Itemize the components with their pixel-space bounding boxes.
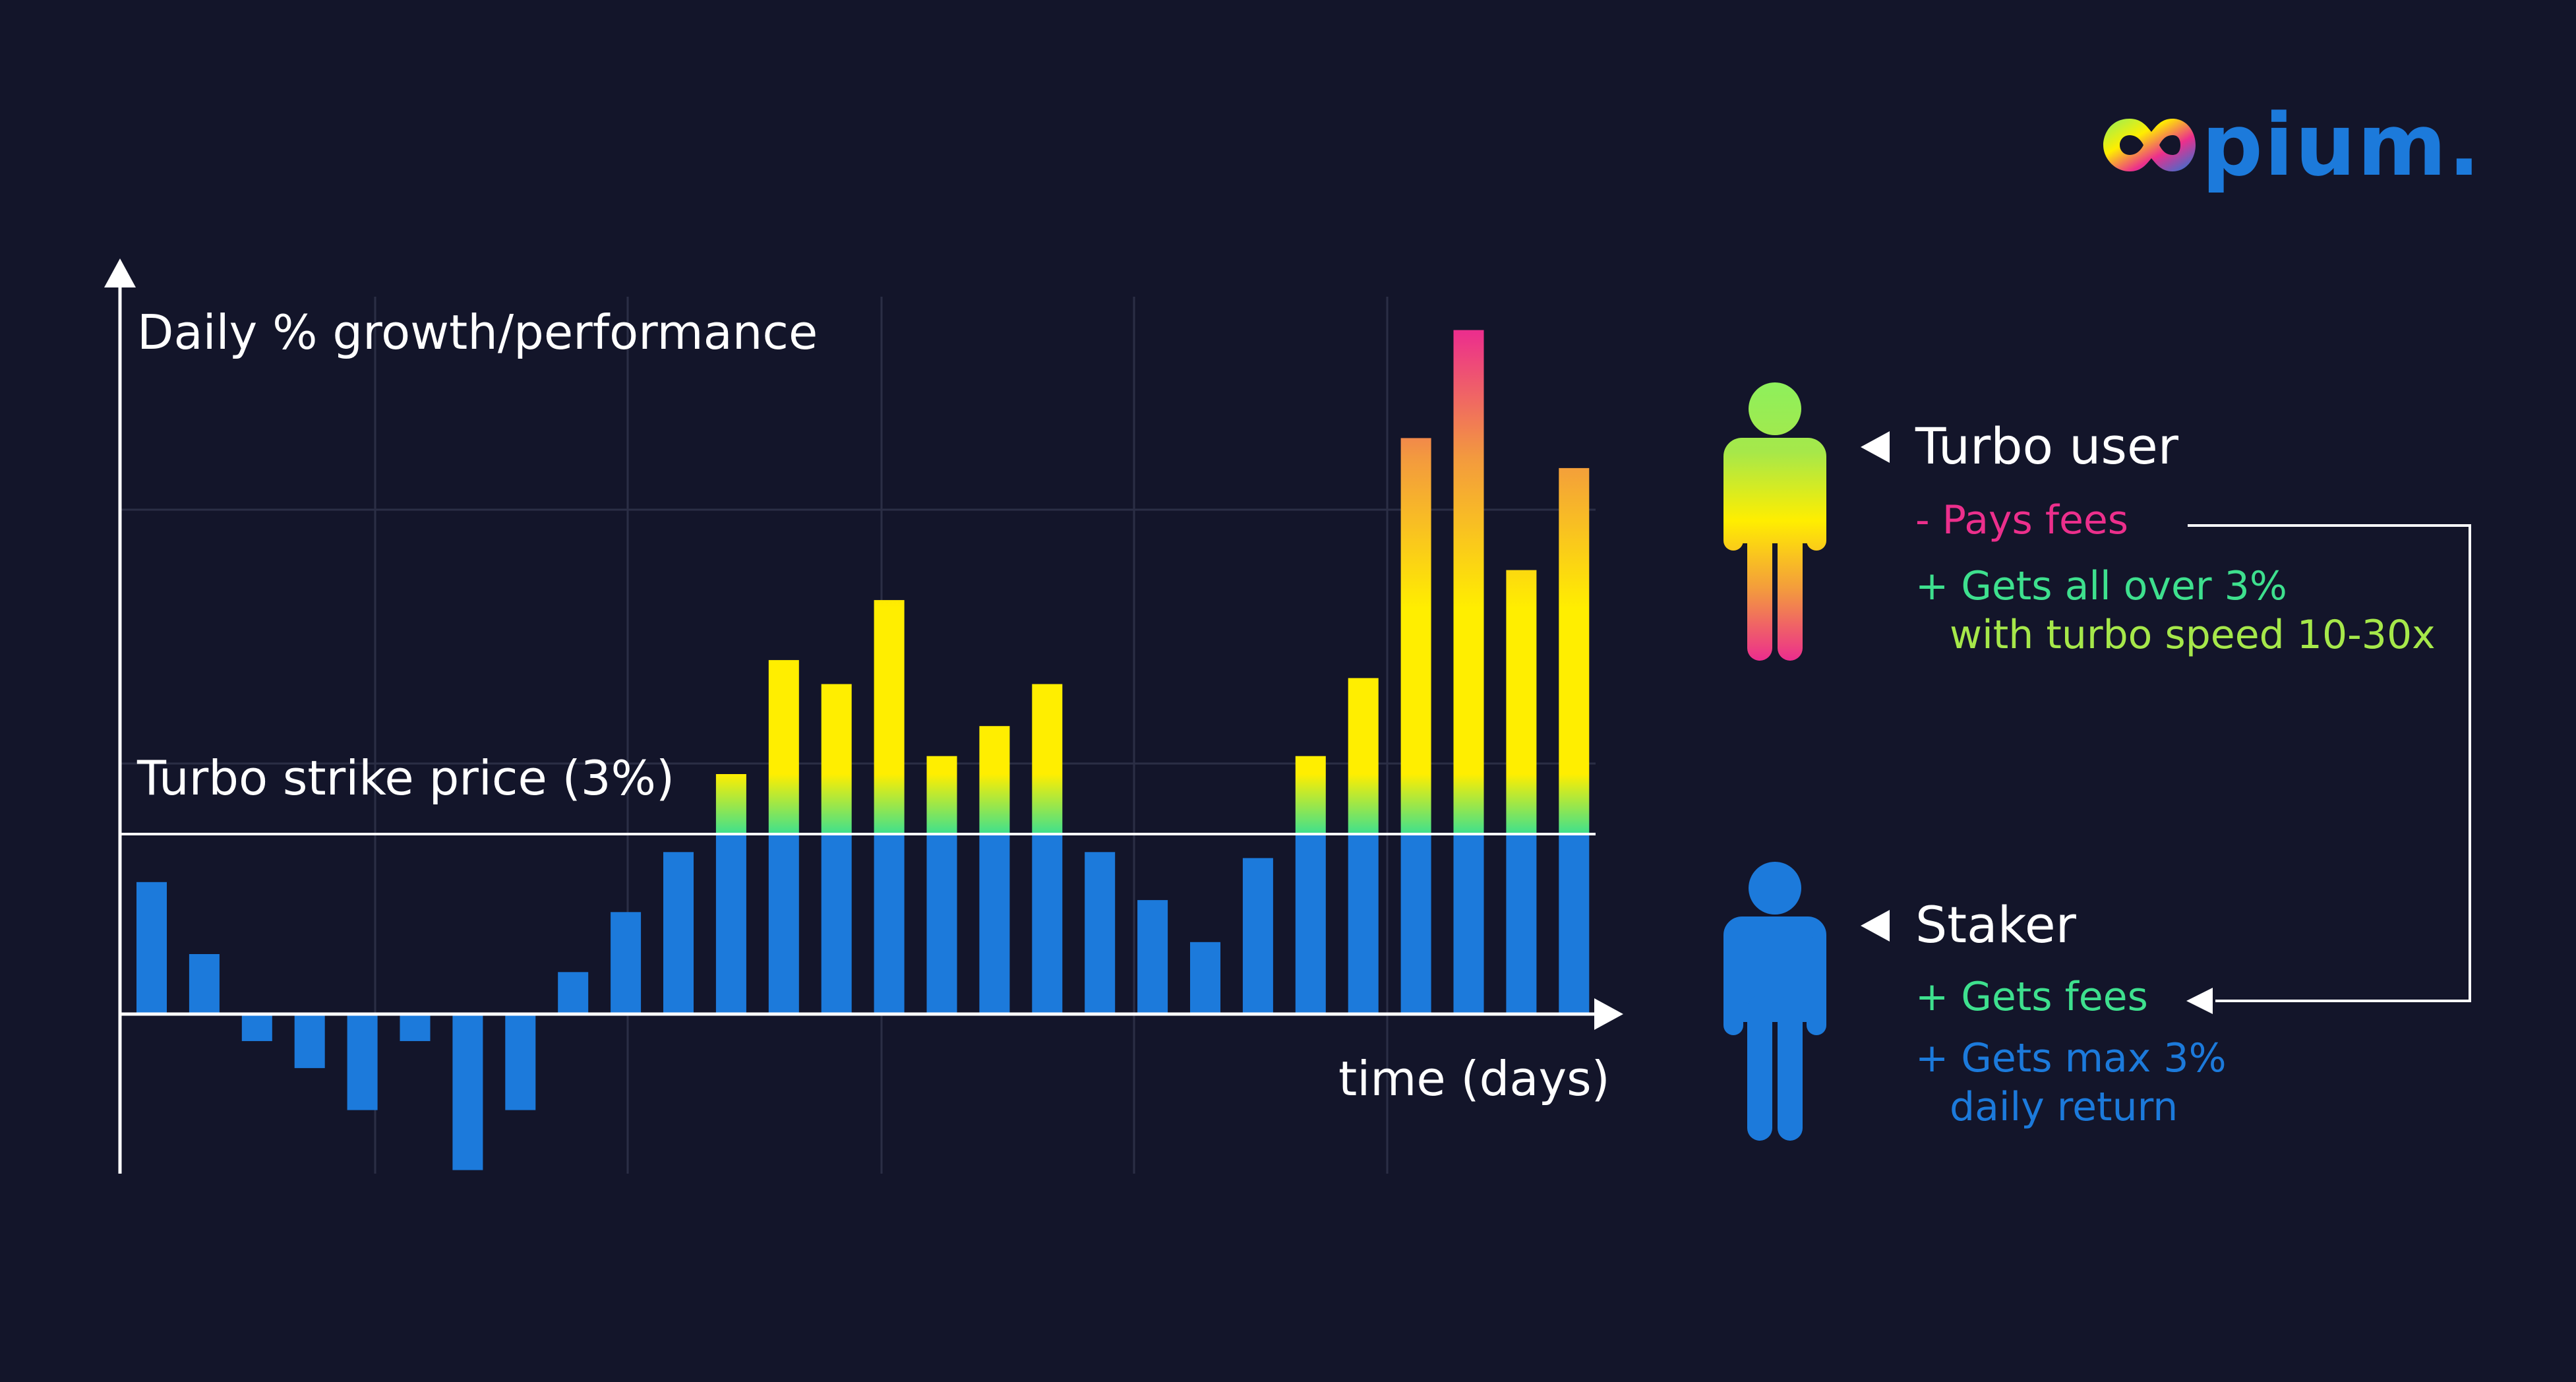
staker-bar-day-21 [1190,942,1220,1014]
turbo-bar-day-17 [979,726,1010,834]
turbo-bar-day-27 [1506,570,1537,834]
fees-connector-arrow-head-icon [2186,988,2213,1014]
staker-bar-day-12 [715,834,746,1014]
turbo-bar-day-26 [1453,330,1484,835]
staker-bar-day-23 [1295,834,1326,1014]
staker-bar-day-22 [1242,858,1273,1014]
logo-mark-icon [2103,119,2196,171]
brand-logo: pium. [2100,96,2482,195]
staker-bar-day-4 [294,1014,325,1068]
staker-bar-day-9 [558,972,589,1014]
staker-bar-day-8 [505,1014,536,1110]
staker-bar-day-18 [1032,834,1063,1014]
staker-bar-day-13 [768,834,799,1014]
turbo-bar-day-13 [768,660,799,834]
staker-gets-max: + Gets max 3% daily return [1915,1034,2227,1131]
staker-bar-day-7 [452,1014,483,1170]
staker-bar-day-10 [611,912,642,1014]
turbo-user-title: Turbo user [1915,417,2178,475]
turbo-gets-over-line1: + Gets all over 3% [1915,563,2287,609]
y-axis-title: Daily % growth/performance [137,305,818,360]
turbo-bar-day-24 [1348,678,1379,834]
x-axis-title: time (days) [1338,1051,1610,1106]
staker-bar-day-25 [1400,834,1431,1014]
y-axis-arrow-head-icon [104,258,136,287]
staker-bar-day-5 [347,1014,378,1110]
fees-connector-line [2188,524,2471,1002]
grid [120,297,1596,1174]
staker-bar-day-17 [979,834,1010,1014]
staker-person-icon [1723,862,1826,1141]
staker-title: Staker [1915,895,2076,954]
staker-gets-max-line2: daily return [1950,1084,2178,1130]
staker-bar-day-14 [821,834,852,1014]
turbo-bar-day-25 [1400,438,1431,834]
logo-text: pium. [2202,95,2482,195]
staker-bar-day-16 [926,834,957,1014]
turbo-gets-over-line2: with turbo speed 10-30x [1950,612,2436,658]
x-axis-arrow-head-icon [1594,998,1623,1030]
turbo-bar-day-14 [821,684,852,834]
bar-series [136,330,1590,1170]
turbo-triangle-pointer-icon [1861,431,1890,463]
staker-bar-day-15 [874,834,905,1014]
turbo-bar-day-23 [1295,756,1326,834]
staker-bar-day-20 [1137,900,1168,1014]
staker-bar-day-2 [189,954,220,1014]
staker-bar-day-24 [1348,834,1379,1014]
staker-bar-day-3 [241,1014,272,1041]
staker-bar-day-27 [1506,834,1537,1014]
staker-bar-day-11 [663,852,694,1014]
staker-gets-max-line1: + Gets max 3% [1915,1035,2227,1081]
turbo-bar-day-28 [1559,467,1590,834]
staker-gets-fees: + Gets fees [1915,974,2148,1020]
turbo-bar-day-18 [1032,684,1063,834]
turbo-bar-day-12 [715,774,746,834]
staker-bar-day-1 [136,882,167,1014]
strike-price-label: Turbo strike price (3%) [137,750,675,806]
staker-bar-day-26 [1453,834,1484,1014]
turbo-gets-over: + Gets all over 3% with turbo speed 10-3… [1915,562,2436,659]
turbo-user-person-icon [1723,382,1826,661]
staker-bar-day-6 [400,1014,431,1041]
turbo-pays-fees: - Pays fees [1915,497,2129,543]
staker-triangle-pointer-icon [1861,910,1890,942]
staker-bar-day-19 [1085,852,1116,1014]
staker-bar-day-28 [1559,834,1590,1014]
turbo-bar-day-15 [874,600,905,834]
turbo-bar-day-16 [926,756,957,834]
